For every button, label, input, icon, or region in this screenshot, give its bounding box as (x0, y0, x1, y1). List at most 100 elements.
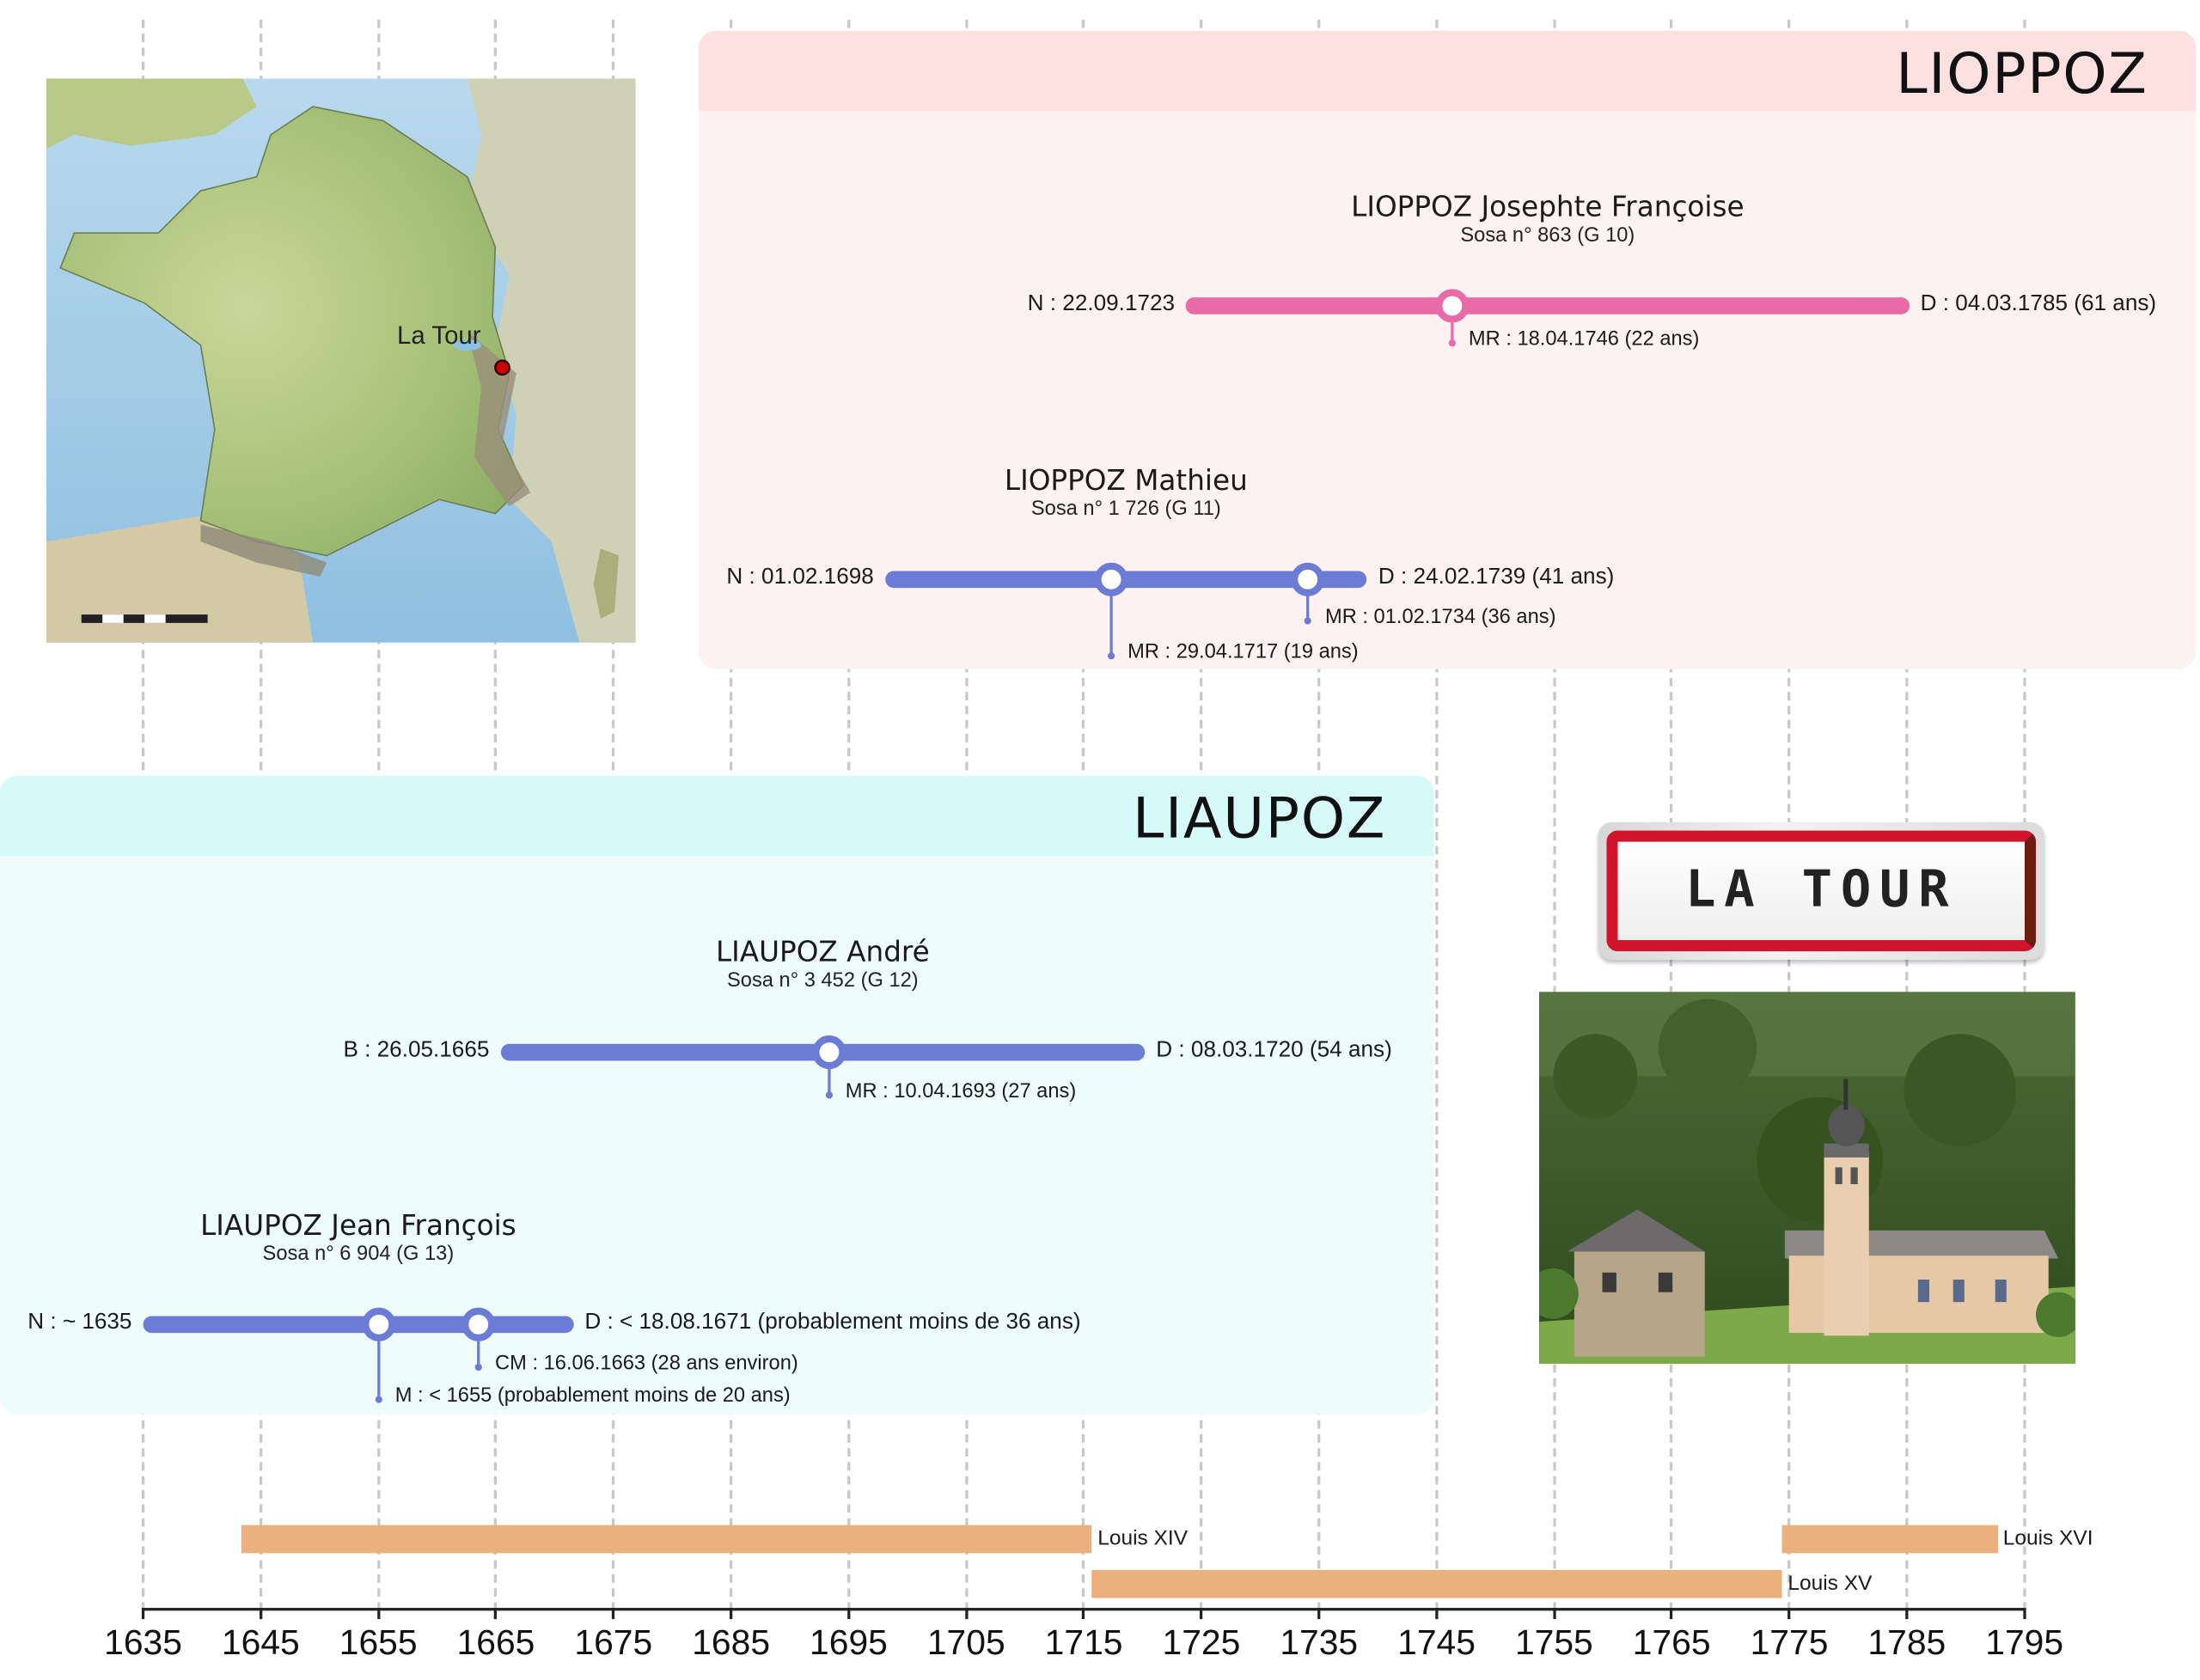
event-marker (1093, 562, 1128, 596)
family-panel-liaupoz: LIAUPOZ (0, 775, 1434, 1414)
event-stem (1450, 311, 1453, 343)
event-label: M : < 1655 (probablement moins de 20 ans… (394, 1384, 791, 1408)
axis-tick (376, 1608, 380, 1620)
event-label: MR : 29.04.1717 (19 ans) (1128, 641, 1359, 664)
reign-bar (1091, 1569, 1782, 1598)
axis-tick-label: 1765 (1632, 1623, 1711, 1663)
axis-tick-label: 1715 (1044, 1623, 1123, 1663)
axis-tick (846, 1608, 851, 1620)
event-dot (825, 1091, 833, 1099)
person-name: LIAUPOZ Jean François (200, 1207, 516, 1242)
family-name: LIOPPOZ (1896, 41, 2148, 107)
event-dot (1305, 617, 1312, 625)
axis-tick-label: 1685 (692, 1623, 771, 1663)
reign-bar (1781, 1524, 1998, 1554)
lifespan-bar (1186, 297, 1910, 315)
family-panel-header: LIOPPOZ (699, 30, 2197, 111)
event-stem (476, 1329, 480, 1367)
family-panel-header: LIAUPOZ (0, 775, 1434, 856)
event-marker (1291, 562, 1326, 596)
event-marker (811, 1035, 846, 1070)
gridline (2023, 19, 2026, 1611)
axis-tick (1082, 1608, 1085, 1620)
sosa-number: Sosa n° 3 452 (G 12) (727, 969, 919, 993)
event-stem (1306, 584, 1311, 620)
axis-tick (1317, 1608, 1321, 1620)
axis-tick (1788, 1608, 1791, 1620)
birth-label: N : 22.09.1723 (1027, 291, 1176, 316)
death-label: D : < 18.08.1671 (probablement moins de … (584, 1310, 1081, 1335)
gridline (1788, 19, 1791, 1611)
person-name: LIAUPOZ André (715, 934, 930, 968)
gridline (1552, 19, 1556, 1611)
axis-tick-label: 1645 (221, 1623, 300, 1663)
sosa-number: Sosa n° 863 (G 10) (1460, 224, 1635, 247)
axis-tick (1200, 1608, 1203, 1620)
axis-tick-label: 1705 (926, 1623, 1005, 1663)
axis-tick (2023, 1608, 2026, 1620)
axis-tick (259, 1608, 262, 1620)
axis-tick-label: 1735 (1280, 1623, 1359, 1663)
sign-text: LA TOUR (1685, 861, 1958, 919)
axis-tick-label: 1775 (1750, 1623, 1829, 1663)
map-place-label: La Tour (397, 321, 481, 350)
axis-tick-label: 1795 (1985, 1623, 2064, 1663)
axis-tick (730, 1608, 733, 1620)
event-stem (376, 1329, 380, 1399)
axis-tick (964, 1608, 968, 1620)
event-stem (827, 1058, 830, 1095)
event-dot (474, 1363, 482, 1371)
lifespan-bar (143, 1316, 574, 1334)
reign-label: Louis XV (1788, 1571, 1873, 1596)
family-panel-lioppoz: LIOPPOZ (699, 30, 2197, 669)
reign-label: Louis XVI (2002, 1526, 2093, 1551)
event-dot (1107, 652, 1115, 660)
event-dot (375, 1396, 382, 1403)
axis-tick (1552, 1608, 1556, 1620)
axis-tick-label: 1675 (574, 1623, 653, 1663)
axis-tick (1670, 1608, 1673, 1620)
birth-label: N : ~ 1635 (28, 1310, 132, 1335)
death-label: D : 24.02.1739 (41 ans) (1378, 565, 1615, 590)
axis-tick-label: 1755 (1514, 1623, 1593, 1663)
event-label: MR : 01.02.1734 (36 ans) (1325, 606, 1556, 629)
gridline (1905, 19, 1909, 1611)
reign-bar (241, 1524, 1092, 1554)
person-name: LIOPPOZ Josephte Françoise (1351, 189, 1745, 223)
gridline (1670, 19, 1673, 1611)
axis-tick (141, 1608, 145, 1620)
axis-tick-label: 1665 (456, 1623, 535, 1663)
axis-tick (1905, 1608, 1909, 1620)
event-stem (1109, 584, 1113, 656)
sosa-number: Sosa n° 6 904 (G 13) (262, 1243, 455, 1266)
birth-label: B : 26.05.1665 (343, 1038, 490, 1062)
axis-tick-label: 1655 (339, 1623, 418, 1663)
axis-tick-label: 1745 (1397, 1623, 1476, 1663)
event-marker (361, 1307, 395, 1341)
church-photo (1539, 992, 2075, 1364)
sosa-number: Sosa n° 1 726 (G 11) (1030, 498, 1221, 521)
death-label: D : 04.03.1785 (61 ans) (1920, 291, 2157, 316)
axis-tick (1434, 1608, 1439, 1620)
axis-tick-label: 1725 (1162, 1623, 1241, 1663)
event-label: MR : 18.04.1746 (22 ans) (1468, 328, 1700, 351)
axis-tick (494, 1608, 498, 1620)
event-marker (461, 1307, 496, 1341)
event-label: MR : 10.04.1693 (27 ans) (845, 1080, 1077, 1103)
village-sign: LA TOUR (1598, 822, 2044, 960)
reign-label: Louis XIV (1097, 1526, 1189, 1551)
gridline (1434, 19, 1439, 1611)
axis-tick (612, 1608, 615, 1620)
axis-tick-label: 1695 (810, 1623, 888, 1663)
person-name: LIOPPOZ Mathieu (1004, 462, 1248, 497)
axis-tick-label: 1785 (1867, 1623, 1946, 1663)
axis-tick-label: 1635 (104, 1623, 182, 1663)
event-label: CM : 16.06.1663 (28 ans environ) (495, 1352, 798, 1376)
family-name: LIAUPOZ (1133, 786, 1387, 852)
event-marker (1434, 289, 1469, 323)
france-map: La Tour (46, 78, 636, 643)
event-dot (1448, 339, 1456, 347)
death-label: D : 08.03.1720 (54 ans) (1156, 1038, 1392, 1062)
birth-label: N : 01.02.1698 (726, 565, 874, 590)
